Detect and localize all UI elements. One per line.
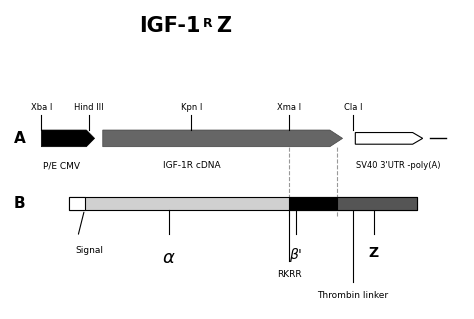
Text: $\beta$': $\beta$'	[290, 246, 303, 264]
FancyArrow shape	[41, 130, 95, 147]
Text: Xba I: Xba I	[31, 103, 52, 112]
Bar	[337, 197, 417, 210]
Text: Kpn I: Kpn I	[181, 103, 202, 112]
Text: Thrombin linker: Thrombin linker	[318, 292, 389, 300]
Text: Z: Z	[217, 16, 232, 36]
Text: Hind III: Hind III	[74, 103, 104, 112]
Text: IGF-1R cDNA: IGF-1R cDNA	[163, 161, 220, 170]
Text: SV40 3'UTR -poly(A): SV40 3'UTR -poly(A)	[356, 161, 441, 170]
Bar	[289, 197, 337, 210]
Text: R: R	[203, 17, 212, 30]
FancyArrow shape	[356, 132, 423, 144]
Text: IGF-1: IGF-1	[139, 16, 201, 36]
Text: $\alpha$: $\alpha$	[162, 249, 175, 267]
Text: Cla I: Cla I	[344, 103, 362, 112]
Text: RKRR: RKRR	[277, 270, 301, 279]
Text: Z: Z	[368, 246, 379, 260]
Text: Xma I: Xma I	[277, 103, 301, 112]
Text: Signal: Signal	[75, 246, 103, 255]
Text: A: A	[14, 131, 26, 146]
Text: B: B	[14, 196, 26, 211]
Text: P/E CMV: P/E CMV	[43, 161, 80, 170]
Bar	[69, 197, 417, 210]
FancyArrow shape	[103, 130, 343, 147]
Bar	[69, 197, 84, 210]
